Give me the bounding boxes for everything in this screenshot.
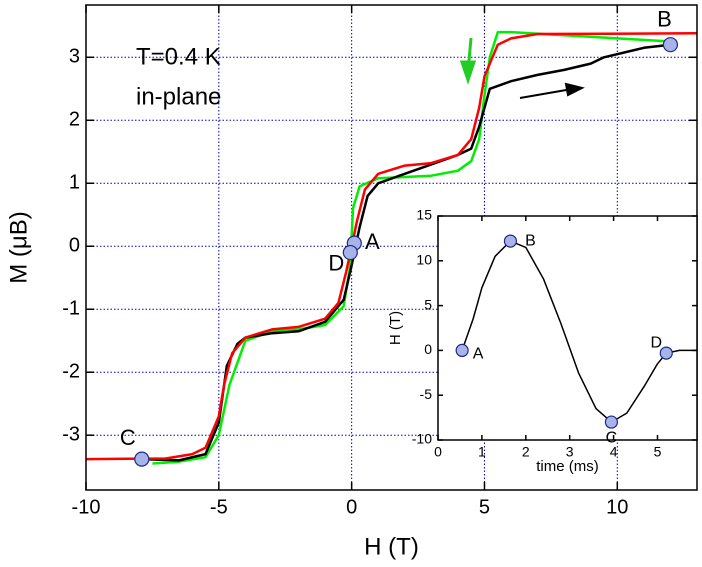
point-marker — [503, 234, 518, 248]
x-tick-label: 3 — [566, 443, 574, 459]
point-label: B — [657, 6, 672, 31]
point-label: C — [120, 425, 136, 450]
x-tick-label: 5 — [654, 443, 662, 459]
series-line — [461, 240, 697, 423]
point-marker — [455, 343, 469, 357]
point-marker — [134, 451, 150, 467]
plot-area — [438, 216, 697, 440]
point-marker — [662, 37, 679, 53]
x-tick-label: -10 — [72, 496, 101, 518]
point-label: A — [473, 346, 484, 363]
y-axis-label: M (μB) — [5, 211, 32, 283]
y-tick-label: 1 — [69, 172, 80, 194]
series-line — [152, 30, 671, 465]
y-axis-label: H (T) — [387, 311, 404, 345]
arrow — [519, 82, 585, 99]
annotation: T=0.4 K — [136, 43, 221, 70]
x-tick-label: 0 — [346, 496, 357, 518]
y-tick-label: 3 — [69, 46, 80, 68]
point-label: C — [606, 429, 618, 446]
x-tick-label: 10 — [606, 496, 628, 518]
y-tick-label: 15 — [416, 207, 432, 223]
y-tick-label: -5 — [420, 386, 433, 402]
point-label: D — [650, 334, 662, 351]
arrow — [459, 37, 477, 85]
point-marker — [659, 346, 673, 360]
y-tick-label: -10 — [412, 431, 432, 447]
point-marker — [342, 244, 358, 261]
x-tick-label: -5 — [210, 496, 228, 518]
x-tick-label: 2 — [522, 443, 530, 459]
point-label: A — [365, 229, 380, 254]
x-tick-label: 1 — [478, 443, 486, 459]
y-tick-label: -2 — [62, 360, 80, 382]
point-label: B — [525, 232, 536, 249]
x-axis-label: time (ms) — [536, 458, 599, 475]
x-tick-label: 0 — [434, 443, 442, 459]
y-tick-label: -1 — [62, 298, 80, 320]
y-tick-label: 0 — [69, 235, 80, 257]
y-tick-label: -3 — [62, 423, 80, 445]
plot-frame — [437, 215, 698, 441]
point-label: D — [328, 250, 344, 275]
annotation: in-plane — [136, 83, 221, 110]
x-tick-label: 4 — [610, 443, 618, 459]
y-tick-label: 10 — [416, 252, 432, 268]
y-tick-label: 5 — [424, 296, 432, 312]
y-tick-label: 2 — [69, 109, 80, 131]
x-axis-label: H (T) — [364, 533, 419, 560]
point-marker — [604, 415, 618, 429]
y-tick-label: 0 — [424, 341, 432, 357]
x-tick-label: 5 — [479, 496, 490, 518]
